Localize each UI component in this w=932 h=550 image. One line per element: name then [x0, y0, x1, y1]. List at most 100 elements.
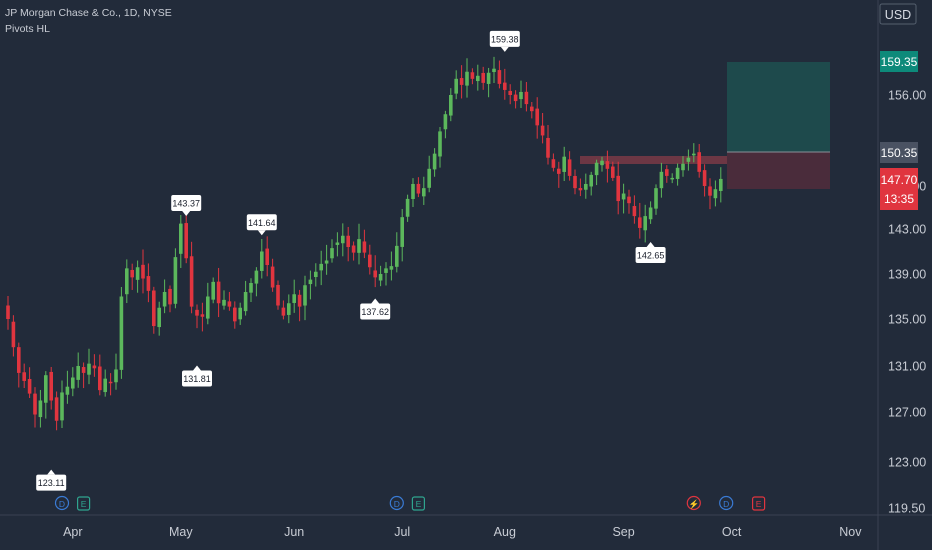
- candle-body: [65, 386, 70, 395]
- candle-body: [611, 166, 615, 178]
- candle: [530, 101, 534, 119]
- split-event-icon[interactable]: ⚡: [686, 495, 701, 511]
- candle: [308, 270, 313, 300]
- candle: [130, 263, 134, 290]
- candle-body: [670, 177, 674, 180]
- candle-body: [508, 90, 512, 95]
- candle-body: [276, 284, 280, 306]
- candle-body: [438, 131, 442, 157]
- candle-body: [54, 397, 59, 421]
- event-icon-glyph: E: [81, 499, 87, 509]
- earnings-event-icon[interactable]: E: [411, 496, 425, 511]
- candle-body: [648, 207, 653, 220]
- candle: [368, 244, 372, 275]
- candle: [427, 155, 431, 193]
- candle: [168, 285, 172, 313]
- candle: [713, 180, 718, 207]
- candle: [465, 58, 469, 98]
- candle: [492, 56, 496, 83]
- candle: [373, 255, 377, 288]
- pivot-box: [635, 246, 666, 263]
- candle: [416, 177, 421, 198]
- dividend-event-icon[interactable]: D: [719, 495, 734, 511]
- candle-body: [206, 296, 210, 319]
- candle-body: [195, 309, 199, 316]
- candle: [324, 244, 329, 275]
- candle: [81, 362, 86, 389]
- currency-button[interactable]: USD: [879, 3, 917, 25]
- candle-body: [643, 216, 647, 231]
- candle-body: [702, 170, 707, 186]
- pivot-pointer: [47, 469, 56, 475]
- candle: [508, 84, 512, 105]
- candle-body: [492, 68, 496, 73]
- pivot-pointer: [646, 241, 655, 247]
- candle-body: [713, 189, 718, 199]
- time-axis-label: Jul: [394, 525, 410, 539]
- pivot-labels-layer: 143.37 131.81 141.64 137.62 159.38 142.65 123.…: [36, 30, 666, 491]
- time-axis-label: May: [169, 525, 193, 539]
- candle-body: [351, 245, 356, 253]
- pivot-label: 142.65: [635, 241, 666, 263]
- candle-body: [341, 235, 345, 244]
- candle-body: [189, 256, 194, 307]
- candle: [233, 301, 237, 329]
- candle: [92, 354, 97, 377]
- price-axis-label: 156.00: [888, 89, 926, 103]
- candle-body: [173, 257, 178, 304]
- candle: [643, 204, 647, 243]
- candle: [184, 214, 188, 264]
- candle-body: [260, 251, 264, 271]
- candle-body: [270, 266, 275, 288]
- earnings-event-icon[interactable]: E: [751, 496, 766, 511]
- pivot-box: [360, 303, 391, 320]
- candle: [119, 286, 124, 379]
- candle-body: [238, 307, 242, 320]
- candle: [6, 296, 10, 330]
- candle: [22, 363, 26, 388]
- candle: [411, 178, 415, 207]
- candle-body: [44, 375, 48, 403]
- pivot-value: 159.38: [491, 34, 519, 44]
- event-icon-glyph: E: [756, 499, 762, 509]
- candle: [535, 97, 539, 139]
- time-axis-label: Oct: [722, 525, 742, 539]
- candle-body: [686, 157, 691, 162]
- candle-body: [411, 183, 415, 199]
- candle-body: [71, 377, 75, 389]
- pivot-pointer: [500, 46, 509, 52]
- dividend-event-icon[interactable]: D: [54, 495, 70, 511]
- candle: [573, 169, 577, 195]
- candle-body: [454, 78, 458, 94]
- pivot-pointer: [193, 365, 201, 371]
- candle-body: [562, 156, 566, 172]
- candle: [152, 286, 156, 334]
- dividend-event-icon[interactable]: D: [389, 495, 404, 511]
- candle-body: [605, 161, 610, 169]
- pivot-pointer: [371, 298, 380, 304]
- candle-body: [432, 153, 437, 170]
- candle: [335, 232, 340, 257]
- candle-body: [335, 242, 340, 245]
- candle-body: [162, 292, 167, 307]
- candle-body: [719, 178, 723, 191]
- candle: [389, 251, 394, 281]
- candle: [287, 294, 291, 324]
- candle-body: [130, 269, 134, 278]
- event-markers-layer: D E D E ⚡ D E: [54, 495, 766, 511]
- candle: [638, 202, 642, 239]
- countdown-text: 13:35: [884, 192, 914, 206]
- candle-body: [416, 183, 421, 194]
- candle: [454, 70, 458, 100]
- price-axis-label: 131.00: [888, 360, 926, 374]
- candle-body: [11, 321, 16, 348]
- event-icon-glyph: D: [394, 499, 400, 509]
- candle-body: [6, 305, 10, 319]
- time-axis[interactable]: Apr May Jun Jul Aug Sep Oct Nov: [63, 525, 862, 539]
- earnings-event-icon[interactable]: E: [76, 496, 91, 511]
- candle-body: [692, 153, 696, 156]
- candle: [260, 238, 264, 279]
- candle: [281, 300, 286, 320]
